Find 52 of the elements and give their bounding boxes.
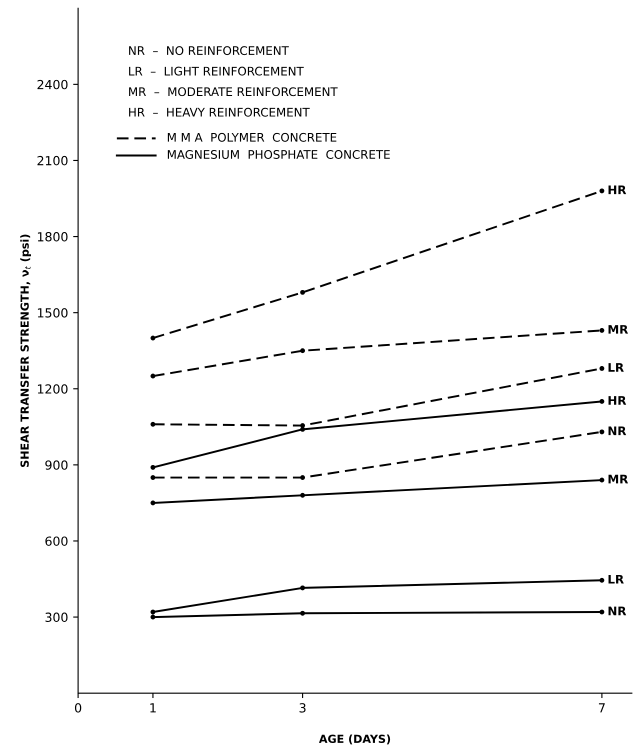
series-label: NR [608,426,626,436]
point [150,500,156,506]
point [300,610,306,616]
point [599,610,604,614]
annotation: LR – LIGHT REINFORCEMENT [129,66,304,76]
point [300,426,306,432]
point [300,475,306,480]
point [300,585,306,590]
point [599,366,604,371]
series-label: HR [608,186,626,194]
y-tick-label: 900 [45,460,68,470]
y-tick-label: 300 [45,612,68,622]
point [150,475,156,480]
annotation: MAGNESIUM PHOSPHATE CONCRETE [168,150,390,159]
y-axis-title: SHEAR TRANSFER STRENGTH, ν$_{t}$ (psi) [20,234,31,467]
y-tick-label: 1800 [38,232,68,242]
y-tick-label: 600 [45,536,68,546]
point [599,478,604,483]
point [599,429,604,434]
point [599,328,604,333]
series-label: HR [608,396,626,405]
point [150,374,156,379]
series-label: MR [608,474,628,484]
y-tick-label: 1200 [38,384,68,394]
series-label: LR [608,363,624,372]
point [599,188,604,194]
x-tick-label: 1 [150,703,156,712]
point [150,614,156,620]
y-tick-label: 1500 [38,308,68,318]
y-tick-label: 2400 [37,80,68,90]
point [300,492,306,498]
annotation: NR – NO REINFORCEMENT [129,46,289,56]
series-label: MR [608,325,628,334]
x-tick-label: 7 [598,703,605,712]
annotation: HR – HEAVY REINFORCEMENT [129,108,310,117]
annotation: M M A POLYMER CONCRETE [168,132,336,142]
point [300,348,306,354]
x-tick-label: 0 [74,703,82,713]
point [300,423,306,428]
point [150,336,156,340]
x-axis-title: AGE (DAYS) [318,734,390,744]
point [150,610,156,614]
series-label: NR [608,606,626,616]
point [599,399,604,404]
point [599,578,604,583]
annotation: MR – MODERATE REINFORCEMENT [129,87,338,96]
y-tick-label: 2100 [37,156,68,166]
x-tick-label: 3 [300,703,306,713]
point [150,422,156,427]
point [300,290,306,295]
series-label: LR [608,574,624,584]
point [150,464,156,470]
